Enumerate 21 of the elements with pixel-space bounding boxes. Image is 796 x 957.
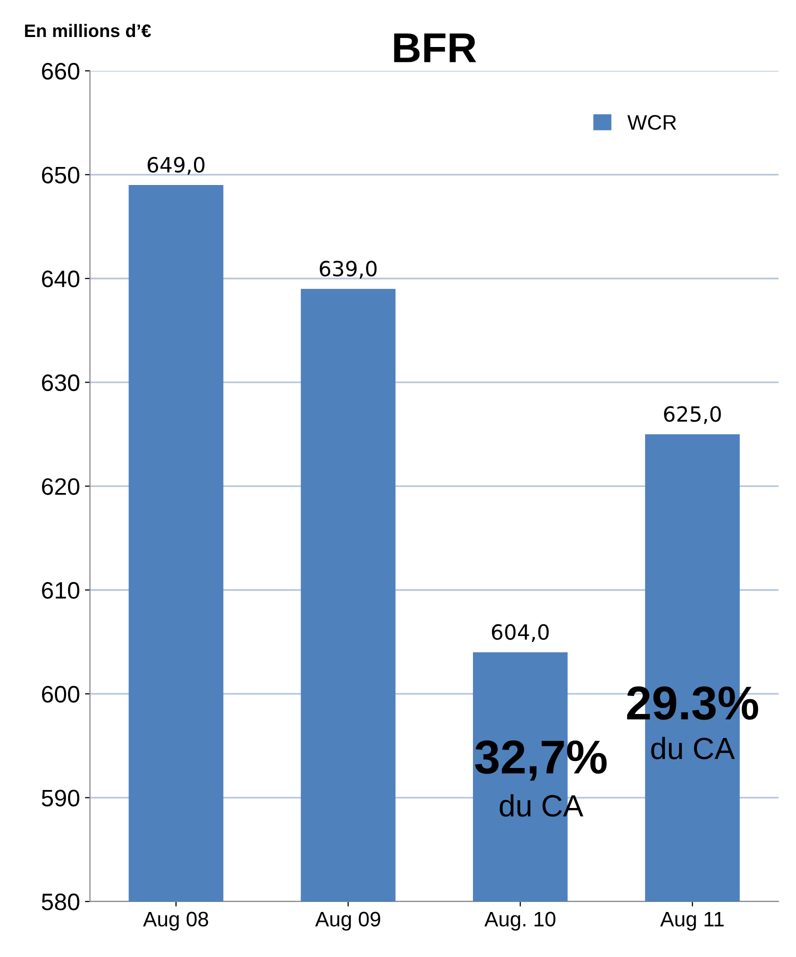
y-tick-label: 650: [42, 166, 80, 184]
y-tick-label: 610: [42, 582, 80, 599]
x-tick-label: Aug 11: [660, 912, 724, 931]
y-tick-label: 660: [42, 62, 80, 80]
data-label: 625,0: [664, 406, 721, 424]
x-tick-label: Aug 09: [315, 912, 380, 931]
y-axis-title: En millions d’€: [25, 24, 151, 38]
y-tick-label: 630: [42, 374, 80, 392]
x-tick-label: Aug. 10: [484, 912, 556, 931]
y-tick-label: 590: [42, 790, 80, 806]
annotation: du CA: [651, 736, 735, 760]
legend-label: WCR: [627, 115, 676, 130]
chart-title: BFR: [394, 34, 476, 62]
x-tick-label: Aug 08: [143, 912, 208, 931]
y-tick-label: 600: [42, 686, 80, 703]
y-tick-label: 580: [42, 894, 80, 910]
data-label: 604,0: [492, 624, 549, 642]
data-label: 639,0: [320, 260, 377, 279]
data-label: 649,0: [148, 156, 204, 175]
y-tick-label: 640: [42, 270, 80, 288]
y-tick-label: 620: [42, 478, 80, 495]
